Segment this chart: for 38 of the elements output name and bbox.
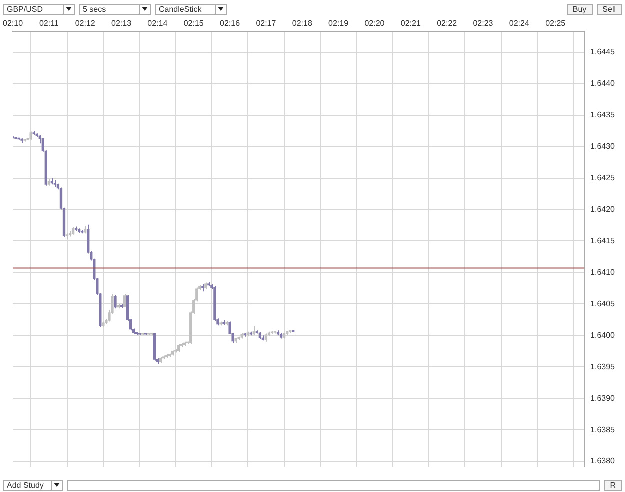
y-tick-label: 1.6390 [590, 394, 616, 403]
x-tick-label: 02:21 [400, 19, 422, 28]
y-tick-label: 1.6410 [590, 268, 616, 277]
text: R [604, 480, 622, 490]
x-tick-label: 02:15 [184, 19, 204, 28]
y-tick-label: 1.6440 [590, 79, 616, 88]
x-tick-label: 02:10 [2, 19, 24, 28]
x-tick-label: 02:12 [75, 19, 96, 28]
x-tick-label: 02:23 [473, 19, 494, 28]
text: 5 secs [83, 4, 106, 14]
x-tick-label: 02:22 [437, 19, 458, 28]
x-tick-label: 02:19 [328, 19, 350, 28]
candlestick [114, 294, 117, 310]
y-tick-label: 1.6400 [590, 330, 616, 340]
text: Buy [566, 4, 593, 14]
y-tick-label: 1.6445 [590, 48, 616, 57]
x-tick-label: 02:18 [292, 19, 313, 28]
x-tick-label: 02:16 [220, 19, 241, 28]
x-tick-label: 02:24 [509, 19, 530, 28]
y-tick-label: 1.6425 [590, 173, 616, 182]
y-tick-label: 1.6420 [590, 204, 616, 214]
x-tick-label: 02:20 [364, 19, 386, 28]
x-tick-label: 02:11 [39, 19, 60, 28]
y-tick-label: 1.6385 [590, 425, 616, 434]
x-tick-label: 02:14 [148, 19, 168, 28]
y-tick-label: 1.6380 [590, 456, 616, 466]
y-tick-label: 1.6405 [590, 299, 616, 308]
y-tick-label: 1.6415 [590, 236, 616, 246]
chart-title: GBP/USD [7, 4, 44, 14]
y-tick-label: 1.6395 [590, 362, 616, 372]
x-tick-label: 02:13 [112, 19, 132, 28]
text: Sell [596, 4, 622, 14]
y-tick-label: 1.6435 [590, 110, 616, 120]
x-tick-label: 02:25 [546, 19, 566, 28]
y-tick-label: 1.6430 [590, 142, 616, 151]
text: CandleStick [159, 4, 202, 14]
text: Add Study [7, 480, 44, 490]
x-tick-label: 02:17 [256, 19, 277, 28]
